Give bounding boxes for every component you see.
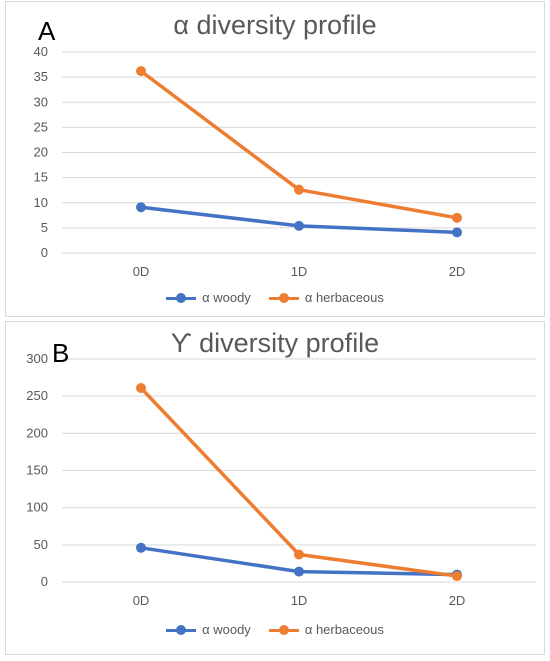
legend-swatch-herbaceous <box>268 292 299 304</box>
chart-plot-a: 0 5 10 15 20 25 30 35 40 0D 1D 2D <box>34 44 536 279</box>
legend-swatch-herbaceous <box>268 624 299 636</box>
legend-item-herbaceous: α herbaceous <box>268 290 384 305</box>
y-tick-label-250: 250 <box>26 388 48 403</box>
data-point-herbaceous-1D <box>294 184 304 195</box>
y-tick-label-150: 150 <box>26 463 48 478</box>
legend-swatch-woody <box>166 624 197 636</box>
data-point-herbaceous-1D <box>294 549 304 560</box>
legend-b: α woody α herbaceous <box>6 622 544 637</box>
chart-plot-b: 0 50 100 150 200 250 300 0D 1D 2D <box>26 351 536 608</box>
y-tick-label-40: 40 <box>34 44 48 59</box>
y-tick-label-30: 30 <box>34 94 48 109</box>
y-tick-label-0: 0 <box>41 245 48 260</box>
chart-title-a: α diversity profile <box>173 10 377 40</box>
legend-label-woody: α woody <box>202 622 251 637</box>
legend-label-herbaceous: α herbaceous <box>304 622 384 637</box>
panel-label-a: A <box>38 16 56 46</box>
data-point-herbaceous-2D <box>452 212 462 223</box>
data-point-woody-2D <box>452 227 462 238</box>
series-line-herbaceous <box>139 386 458 578</box>
y-tick-label-100: 100 <box>26 500 48 515</box>
legend-label-herbaceous: α herbaceous <box>304 290 384 305</box>
data-point-woody-0D <box>136 542 146 553</box>
legend-a: α woody α herbaceous <box>6 290 544 305</box>
y-tick-label-35: 35 <box>34 69 48 84</box>
panel-label-b: B <box>52 338 70 368</box>
legend-item-woody: α woody <box>166 290 251 305</box>
x-tick-label-0D: 0D <box>133 264 150 279</box>
chart-panel-a: 0 5 10 15 20 25 30 35 40 0D 1D 2D A α diversity pro… <box>5 1 545 317</box>
x-tick-label-1D: 1D <box>291 593 308 608</box>
y-tick-label-200: 200 <box>26 425 48 440</box>
x-tick-label-2D: 2D <box>449 264 466 279</box>
y-tick-label-50: 50 <box>34 537 48 552</box>
x-tick-label-1D: 1D <box>291 264 308 279</box>
legend-swatch-woody <box>166 292 197 304</box>
y-tick-label-300: 300 <box>26 351 48 366</box>
legend-label-woody: α woody <box>202 290 251 305</box>
data-point-herbaceous-0D <box>136 382 146 393</box>
data-point-woody-1D <box>294 220 304 231</box>
y-tick-label-0: 0 <box>41 574 48 589</box>
y-tick-label-15: 15 <box>34 170 48 185</box>
y-tick-label-25: 25 <box>34 119 48 134</box>
series-line-herbaceous <box>139 69 458 220</box>
legend-item-woody: α woody <box>166 622 251 637</box>
y-tick-label-20: 20 <box>34 145 48 160</box>
data-point-woody-0D <box>136 202 146 213</box>
x-tick-label-0D: 0D <box>133 593 150 608</box>
chart-title-b: ϒ diversity profile <box>170 328 380 358</box>
legend-item-herbaceous: α herbaceous <box>268 622 384 637</box>
y-tick-label-5: 5 <box>41 220 48 235</box>
chart-panel-b: 0 50 100 150 200 250 300 0D 1D 2D B ϒ diversity p… <box>5 321 545 655</box>
x-tick-label-2D: 2D <box>449 593 466 608</box>
y-tick-label-10: 10 <box>34 195 48 210</box>
data-point-herbaceous-2D <box>452 571 462 582</box>
data-point-woody-1D <box>294 566 304 577</box>
data-point-herbaceous-0D <box>136 66 146 77</box>
